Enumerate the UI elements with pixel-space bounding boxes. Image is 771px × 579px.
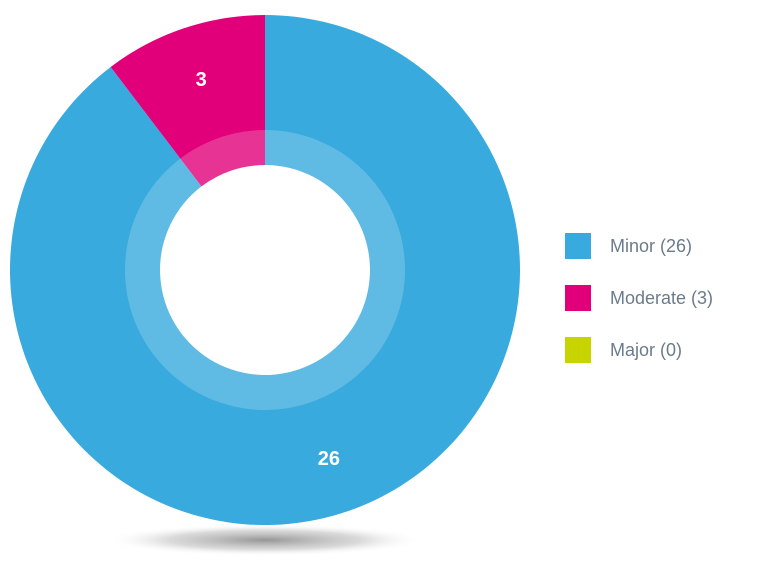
legend-label: Moderate (3) [610, 288, 713, 308]
shadow [105, 524, 425, 556]
legend-label: Minor (26) [610, 236, 692, 256]
labels: 26 3 [196, 69, 340, 470]
slice [110, 15, 265, 187]
legend-swatch [565, 337, 591, 363]
inner-ring [125, 130, 405, 410]
slices [10, 15, 520, 525]
legend-swatch [565, 233, 591, 259]
value-label: 3 [196, 69, 207, 91]
value-label: 26 [318, 448, 340, 470]
legend-swatch [565, 285, 591, 311]
slice [10, 15, 520, 525]
legend-label: Major (0) [610, 340, 682, 360]
legend: Minor (26) Moderate (3) Major (0) [565, 233, 713, 363]
